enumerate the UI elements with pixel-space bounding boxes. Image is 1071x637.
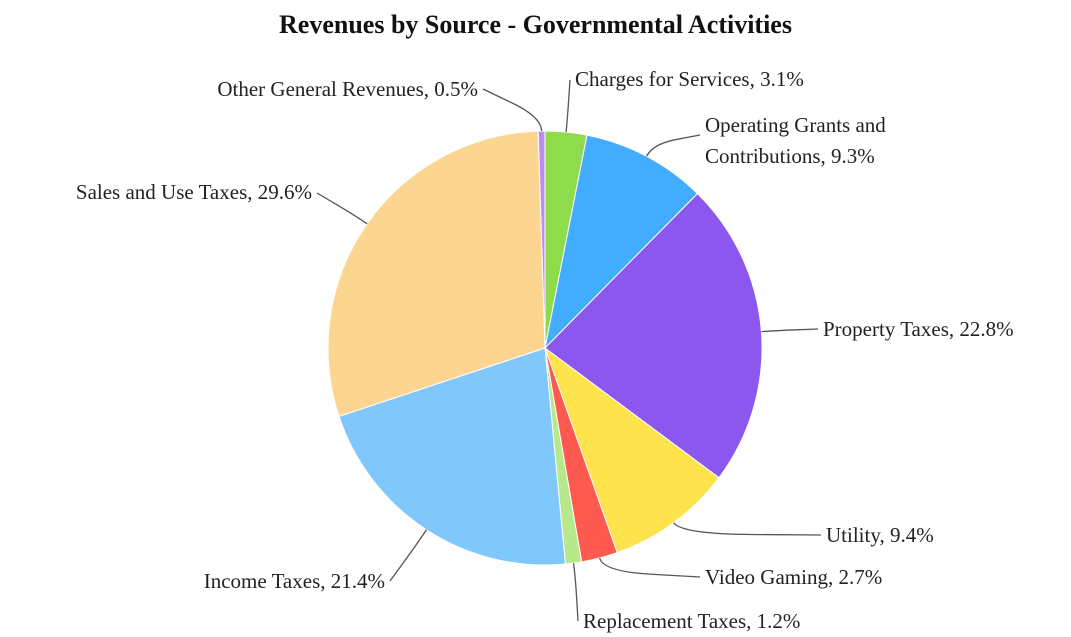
data-label: Video Gaming, 2.7% xyxy=(705,565,883,589)
data-label: Income Taxes, 21.4% xyxy=(203,569,385,593)
leader-line xyxy=(598,557,701,578)
leader-line xyxy=(673,522,822,536)
data-label: Property Taxes, 22.8% xyxy=(823,317,1014,341)
data-label: Replacement Taxes, 1.2% xyxy=(583,609,801,633)
pie-slice xyxy=(544,192,763,479)
leader-line xyxy=(761,328,819,333)
pie-slice xyxy=(543,346,720,554)
chart-title: Revenues by Source - Governmental Activi… xyxy=(279,10,792,39)
data-label: Charges for Services, 3.1% xyxy=(575,67,804,91)
pie-slice xyxy=(327,130,546,417)
leader-line xyxy=(316,192,368,225)
data-label: Other General Revenues, 0.5% xyxy=(217,77,478,101)
data-label: Utility, 9.4% xyxy=(826,523,934,547)
data-label: Operating Grants and Contributions, 9.3% xyxy=(705,113,886,168)
leader-line xyxy=(565,79,571,133)
leader-line xyxy=(389,529,427,582)
leader-line xyxy=(645,134,701,157)
leader-line xyxy=(572,563,579,622)
leader-line xyxy=(482,88,543,132)
pie-slice xyxy=(544,134,699,350)
data-label: Sales and Use Taxes, 29.6% xyxy=(75,180,312,204)
